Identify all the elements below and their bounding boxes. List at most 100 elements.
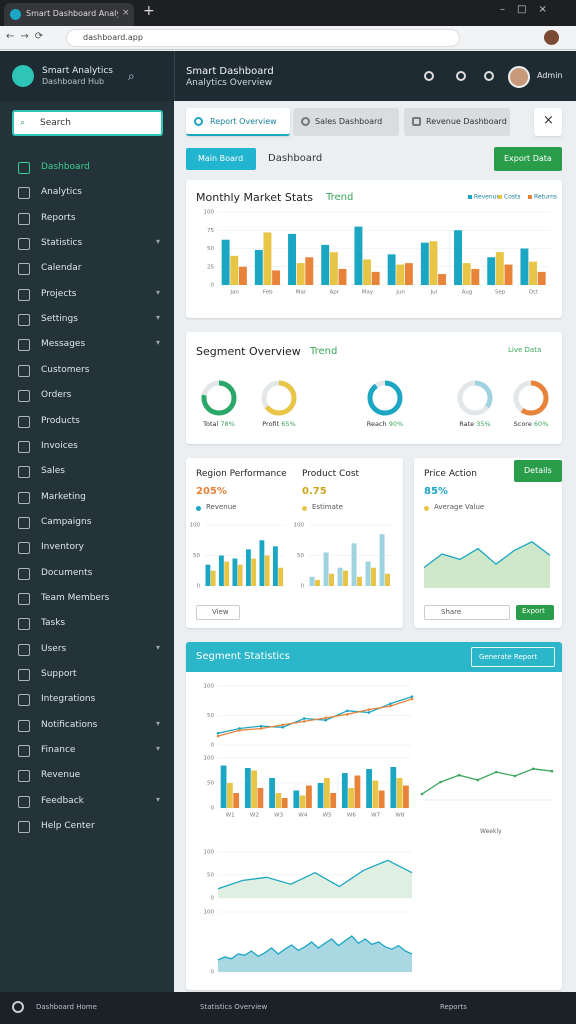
menu-item[interactable]: Help Center [0, 817, 174, 837]
share-button[interactable]: Share [424, 605, 510, 620]
menu-item[interactable]: Documents [0, 564, 174, 584]
url: dashboard.app [83, 33, 143, 42]
avatar[interactable] [508, 66, 530, 88]
legend-label: Revenue [206, 503, 237, 511]
card-legend: Live Data [508, 346, 542, 354]
menu-icon [18, 364, 30, 377]
menu-item[interactable]: Settings ▾ [0, 310, 174, 330]
menu-icon [18, 567, 30, 580]
taskbar-item[interactable]: Dashboard Home [36, 1003, 97, 1011]
menu-icon [18, 643, 30, 656]
menu-item[interactable]: Projects ▾ [0, 285, 174, 305]
submenu-arrow: ▾ [156, 338, 161, 348]
url-box[interactable]: dashboard.app [66, 29, 460, 47]
submenu-arrow: ▾ [156, 794, 161, 804]
menu-item[interactable]: Dashboard [0, 158, 174, 178]
user-name: Admin [537, 71, 563, 80]
export-button[interactable]: Export Data [494, 147, 562, 171]
menu-label: Help Center [41, 821, 95, 832]
browser-tab[interactable]: Smart Dashboard Analytics × [4, 3, 134, 26]
menu-label: Dashboard [41, 162, 90, 172]
menu-item[interactable]: Customers [0, 361, 174, 381]
window-controls[interactable]: –□× [500, 4, 559, 15]
settings-icon[interactable] [484, 71, 494, 81]
menu-label: Marketing [41, 491, 86, 502]
menu-item[interactable]: Inventory [0, 538, 174, 558]
stats-header: Segment Statistics Generate Report [186, 642, 562, 672]
menu-icon [18, 314, 30, 327]
menu-label: Settings [41, 314, 78, 325]
submenu-arrow: ▾ [156, 718, 161, 728]
new-tab[interactable]: + [143, 3, 155, 19]
menu-item[interactable]: Support [0, 665, 174, 685]
menu-item[interactable]: Orders [0, 386, 174, 406]
details-button[interactable]: Details [514, 460, 562, 482]
card-title: Segment Overview [196, 345, 301, 358]
button-label: View [212, 608, 229, 616]
menu-label: Orders [41, 390, 72, 401]
menu-label: Integrations [41, 694, 96, 705]
kpi: 205% [196, 486, 227, 497]
tab[interactable]: Revenue Dashboard [404, 108, 510, 136]
menu-item[interactable]: Sales [0, 462, 174, 482]
menu-item[interactable]: Team Members [0, 589, 174, 609]
menu-label: Projects [41, 288, 77, 299]
start-icon[interactable] [12, 1001, 24, 1013]
menu-icon [18, 440, 30, 453]
taskbar-item[interactable]: Reports [440, 1003, 467, 1011]
export-small[interactable]: Export [516, 605, 554, 620]
menu-item[interactable]: Revenue [0, 766, 174, 786]
card-title: Monthly Market Stats [196, 191, 313, 204]
menu-item[interactable]: Users ▾ [0, 640, 174, 660]
menu-icon [18, 390, 30, 403]
menu-label: Sales [41, 466, 65, 477]
menu-label: Team Members [41, 592, 110, 603]
menu-item[interactable]: Finance ▾ [0, 741, 174, 761]
search-box[interactable]: ⌕ Search [12, 110, 163, 136]
sales-card: Monthly Market Stats Trend [186, 180, 562, 318]
menu-icon [18, 669, 30, 681]
tab[interactable]: Report Overview [186, 108, 290, 136]
report-button[interactable]: Generate Report [471, 647, 555, 667]
menu-item[interactable]: Messages ▾ [0, 335, 174, 355]
menu-item[interactable]: Tasks [0, 614, 174, 634]
search-placeholder: Search [40, 118, 71, 128]
menu-item[interactable]: Reports [0, 209, 174, 229]
menu-label: Customers [41, 364, 90, 375]
legend-label: Estimate [312, 503, 343, 511]
menu-icon [18, 618, 30, 631]
menu-item[interactable]: Campaigns [0, 513, 174, 533]
menu-item[interactable]: Calendar [0, 259, 174, 279]
kpi: 0.75 [302, 486, 327, 497]
menu-item[interactable]: Integrations [0, 690, 174, 710]
tab-title: Smart Dashboard Analytics [26, 9, 118, 18]
view-button[interactable]: View [196, 605, 240, 620]
menu-icon [18, 238, 30, 251]
export-label: Export Data [504, 154, 552, 163]
profile[interactable] [544, 30, 559, 45]
menu-item[interactable]: Analytics [0, 183, 174, 203]
menu-label: Campaigns [41, 516, 92, 527]
menu-item[interactable]: Marketing [0, 488, 174, 508]
menu-item[interactable]: Statistics ▾ [0, 234, 174, 254]
nav-buttons[interactable]: ←→⟳ [6, 31, 50, 42]
menu-label: Revenue [41, 770, 81, 781]
menu-item[interactable]: Notifications ▾ [0, 716, 174, 736]
app-subtitle: Analytics Overview [186, 78, 273, 88]
menu-item[interactable]: Invoices [0, 437, 174, 457]
close-button[interactable]: × [534, 108, 562, 136]
primary-button[interactable]: Main Board [186, 148, 256, 170]
menu-item[interactable]: Feedback ▾ [0, 792, 174, 812]
tab[interactable]: Sales Dashboard [293, 108, 399, 136]
menu-icon [18, 263, 30, 276]
brand-sub: Dashboard Hub [42, 77, 105, 86]
menu-icon [18, 162, 30, 174]
menu-item[interactable]: Products [0, 412, 174, 432]
notify-icon[interactable] [424, 71, 434, 81]
taskbar-item[interactable]: Statistics Overview [200, 1003, 268, 1011]
help-icon[interactable] [456, 71, 466, 81]
menu-icon [18, 745, 30, 758]
submenu-arrow: ▾ [156, 237, 161, 247]
search-icon[interactable]: ⌕ [128, 69, 135, 83]
sidebar: ⌕ Search Dashboard Analytics Reports Statis… [0, 101, 174, 992]
